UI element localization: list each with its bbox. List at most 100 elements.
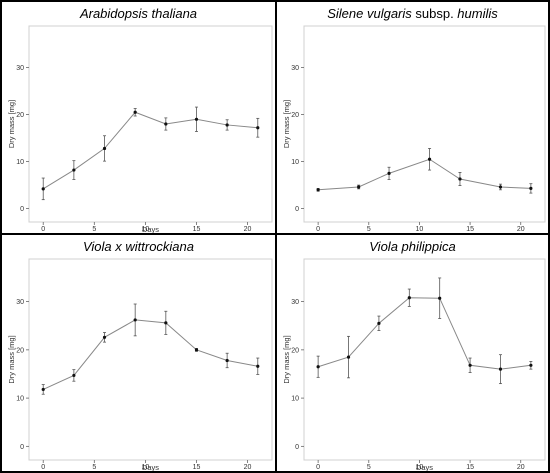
chart-panel: Arabidopsis thaliana 0 10 20 30 0 5 10 15 20 Dry m… — [0, 0, 277, 235]
x-tick-label: 0 — [41, 226, 45, 233]
x-tick-label: 0 — [316, 464, 320, 471]
plot-frame — [28, 258, 273, 461]
data-point — [225, 123, 229, 127]
data-point — [133, 110, 137, 114]
data-point — [316, 188, 320, 192]
x-tick-label: 20 — [244, 464, 252, 471]
x-tick-label: 20 — [244, 226, 252, 233]
data-point — [498, 185, 503, 189]
y-tick-label: 30 — [291, 65, 299, 72]
x-axis-label: Days — [416, 463, 433, 471]
data-point — [387, 171, 391, 175]
data-point — [346, 355, 351, 359]
x-tick-label: 5 — [92, 226, 96, 233]
y-tick-label: 0 — [20, 206, 24, 213]
data-point — [133, 318, 137, 322]
data-point — [102, 335, 107, 339]
x-tick-label: 15 — [193, 226, 201, 233]
chart-panel: Viola x wittrockiana 0 10 20 30 0 5 10 15 20 Dry m… — [0, 233, 277, 473]
chart-title: Silene vulgaris subsp. humilis — [277, 6, 548, 21]
data-point — [225, 358, 229, 363]
x-tick-label: 5 — [367, 226, 371, 233]
data-point — [407, 296, 411, 300]
y-axis-label: Dry mass [mg] — [7, 335, 16, 383]
chart-title-part: subsp. — [411, 6, 458, 21]
data-point — [72, 168, 76, 172]
y-axis-label: Dry mass [mg] — [282, 100, 291, 148]
data-point — [316, 365, 320, 369]
data-point — [256, 126, 260, 130]
data-point — [194, 117, 199, 121]
x-tick-label: 20 — [517, 226, 525, 233]
data-point — [72, 373, 76, 378]
chart-title-part: Viola x wittrockiana — [82, 239, 195, 254]
y-tick-label: 10 — [291, 396, 299, 403]
chart-title-part: Viola philippica — [369, 239, 456, 254]
chart-title-part: humilis — [457, 6, 498, 21]
y-tick-label: 20 — [16, 112, 24, 119]
data-point — [498, 367, 503, 371]
chart-panel: Silene vulgaris subsp. humilis 0 10 20 30 0 5 1… — [275, 0, 550, 235]
data-point — [194, 348, 199, 352]
y-tick-label: 30 — [16, 299, 24, 306]
x-tick-label: 15 — [193, 464, 201, 471]
y-tick-label: 20 — [291, 112, 299, 119]
x-axis-label: Days — [142, 463, 159, 471]
data-point — [529, 186, 533, 190]
y-tick-label: 20 — [291, 347, 299, 354]
y-axis-label: Dry mass [mg] — [282, 335, 291, 383]
data-point — [164, 321, 168, 325]
series-line — [318, 158, 531, 191]
y-tick-label: 10 — [16, 159, 24, 166]
x-tick-label: 0 — [41, 464, 45, 471]
chart-title-part: Silene vulgaris — [327, 6, 412, 21]
x-tick-label: 20 — [517, 464, 525, 471]
y-tick-label: 10 — [291, 159, 299, 166]
chart-title: Arabidopsis thaliana — [2, 6, 275, 21]
x-tick-label: 10 — [141, 464, 149, 471]
x-tick-label: 15 — [466, 226, 474, 233]
plot-frame — [303, 258, 546, 461]
y-tick-label: 0 — [295, 206, 299, 213]
data-point — [256, 364, 260, 368]
data-point — [377, 321, 381, 325]
x-tick-label: 10 — [416, 464, 424, 471]
data-point — [458, 177, 462, 181]
chart-title: Viola philippica — [277, 239, 548, 254]
data-point — [357, 185, 361, 189]
chart-panel: Viola philippica 0 10 20 30 0 5 10 15 20 Dry mass … — [275, 233, 550, 473]
x-tick-label: 5 — [367, 464, 371, 471]
x-tick-label: 10 — [416, 226, 424, 233]
data-point — [529, 363, 533, 367]
plot-frame — [303, 25, 546, 223]
data-point — [164, 122, 168, 126]
y-tick-label: 30 — [16, 65, 24, 72]
x-tick-label: 10 — [141, 226, 149, 233]
y-axis-label: Dry mass [mg] — [7, 100, 16, 148]
series-line — [43, 319, 258, 390]
series-line — [42, 111, 258, 190]
chart-title-part: Arabidopsis thaliana — [79, 6, 198, 21]
data-point — [102, 146, 107, 151]
data-point — [438, 296, 442, 300]
plot-frame — [28, 25, 273, 223]
data-point — [41, 387, 45, 392]
x-axis-label: Days — [142, 225, 159, 233]
series-line — [317, 297, 531, 370]
data-point — [427, 157, 432, 161]
data-point — [468, 363, 472, 367]
y-tick-label: 0 — [20, 444, 24, 451]
y-tick-label: 30 — [291, 299, 299, 306]
x-tick-label: 0 — [316, 226, 320, 233]
x-tick-label: 5 — [92, 464, 96, 471]
y-tick-label: 10 — [16, 396, 24, 403]
y-tick-label: 20 — [16, 347, 24, 354]
data-point — [41, 187, 45, 191]
y-tick-label: 0 — [295, 444, 299, 451]
chart-title: Viola x wittrockiana — [2, 239, 275, 254]
